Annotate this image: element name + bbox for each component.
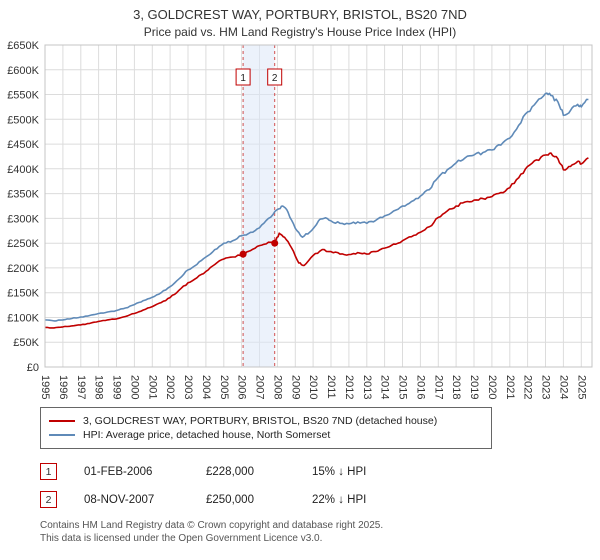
svg-text:2024: 2024 <box>557 375 569 399</box>
sale-date-2: 08-NOV-2007 <box>84 493 155 506</box>
legend-label-property: 3, GOLDCREST WAY, PORTBURY, BRISTOL, BS2… <box>83 415 438 427</box>
svg-text:2022: 2022 <box>522 375 534 399</box>
legend-item-hpi: HPI: Average price, detached house, Nort… <box>49 429 483 441</box>
footer-line-1: Contains HM Land Registry data © Crown c… <box>40 520 384 531</box>
svg-text:2013: 2013 <box>361 375 373 399</box>
legend-item-property: 3, GOLDCREST WAY, PORTBURY, BRISTOL, BS2… <box>49 415 483 427</box>
svg-text:2004: 2004 <box>200 375 212 399</box>
svg-text:£500K: £500K <box>7 114 39 126</box>
svg-text:£300K: £300K <box>7 213 39 225</box>
svg-text:1996: 1996 <box>57 375 69 399</box>
svg-text:2017: 2017 <box>432 375 444 399</box>
price-chart: £0 £50K £100K £150K £200K £250K £300K £350K £400… <box>7 40 593 399</box>
sale-number-badge-1: 1 <box>40 463 57 480</box>
svg-text:2014: 2014 <box>379 375 391 399</box>
svg-text:2007: 2007 <box>254 375 266 399</box>
svg-text:£150K: £150K <box>7 288 39 300</box>
svg-text:2016: 2016 <box>414 375 426 399</box>
svg-text:£450K: £450K <box>7 139 39 151</box>
license-footer: Contains HM Land Registry data © Crown c… <box>40 519 600 545</box>
sale-row-1: 1 01-FEB-2006 £228,000 15% ↓ HPI <box>40 463 600 480</box>
svg-text:2009: 2009 <box>289 375 301 399</box>
footer-line-2: This data is licensed under the Open Gov… <box>40 533 323 544</box>
svg-text:£0: £0 <box>27 362 39 374</box>
sale-date-1: 01-FEB-2006 <box>84 465 153 478</box>
svg-text:2025: 2025 <box>575 375 587 399</box>
legend-label-hpi: HPI: Average price, detached house, Nort… <box>83 429 331 441</box>
svg-text:2002: 2002 <box>164 375 176 399</box>
svg-text:2006: 2006 <box>236 375 248 399</box>
sale-price-1: £228,000 <box>206 465 254 478</box>
svg-text:1997: 1997 <box>75 375 87 399</box>
legend-swatch-hpi-line <box>49 434 75 436</box>
svg-text:2001: 2001 <box>146 375 158 399</box>
svg-text:1999: 1999 <box>111 375 123 399</box>
sale-row-2: 2 08-NOV-2007 £250,000 22% ↓ HPI <box>40 491 600 508</box>
svg-text:£550K: £550K <box>7 90 39 102</box>
chart-legend: 3, GOLDCREST WAY, PORTBURY, BRISTOL, BS2… <box>40 407 492 449</box>
svg-text:£200K: £200K <box>7 263 39 275</box>
svg-text:2015: 2015 <box>397 375 409 399</box>
sale-annotations: 1 01-FEB-2006 £228,000 15% ↓ HPI 2 08-NO… <box>40 463 600 508</box>
svg-text:2010: 2010 <box>307 375 319 399</box>
sale-price-2: £250,000 <box>206 493 254 506</box>
svg-text:£600K: £600K <box>7 65 39 77</box>
svg-text:£400K: £400K <box>7 164 39 176</box>
svg-text:2019: 2019 <box>468 375 480 399</box>
svg-text:2023: 2023 <box>540 375 552 399</box>
svg-text:1995: 1995 <box>39 375 51 399</box>
svg-text:£250K: £250K <box>7 238 39 250</box>
svg-text:2008: 2008 <box>271 375 283 399</box>
svg-text:2005: 2005 <box>218 375 230 399</box>
svg-text:£50K: £50K <box>13 337 39 349</box>
page-subtitle: Price paid vs. HM Land Registry's House … <box>143 25 457 39</box>
svg-text:£100K: £100K <box>7 313 39 325</box>
legend-swatch-property-line <box>49 420 75 422</box>
svg-text:2011: 2011 <box>325 375 337 399</box>
svg-text:2000: 2000 <box>128 375 140 399</box>
sale-number-badge-2: 2 <box>40 491 57 508</box>
svg-text:2003: 2003 <box>182 375 194 399</box>
svg-text:2012: 2012 <box>343 375 355 399</box>
svg-text:2018: 2018 <box>450 375 462 399</box>
page-title: 3, GOLDCREST WAY, PORTBURY, BRISTOL, BS2… <box>133 7 467 22</box>
svg-text:£350K: £350K <box>7 189 39 201</box>
svg-text:£650K: £650K <box>7 40 39 52</box>
svg-text:1: 1 <box>240 73 246 84</box>
sale-hpi-diff-1: 15% ↓ HPI <box>312 465 367 478</box>
svg-text:1998: 1998 <box>93 375 105 399</box>
sale-hpi-diff-2: 22% ↓ HPI <box>312 493 367 506</box>
svg-text:2020: 2020 <box>486 375 498 399</box>
svg-text:2: 2 <box>272 73 278 84</box>
svg-text:2021: 2021 <box>504 375 516 399</box>
